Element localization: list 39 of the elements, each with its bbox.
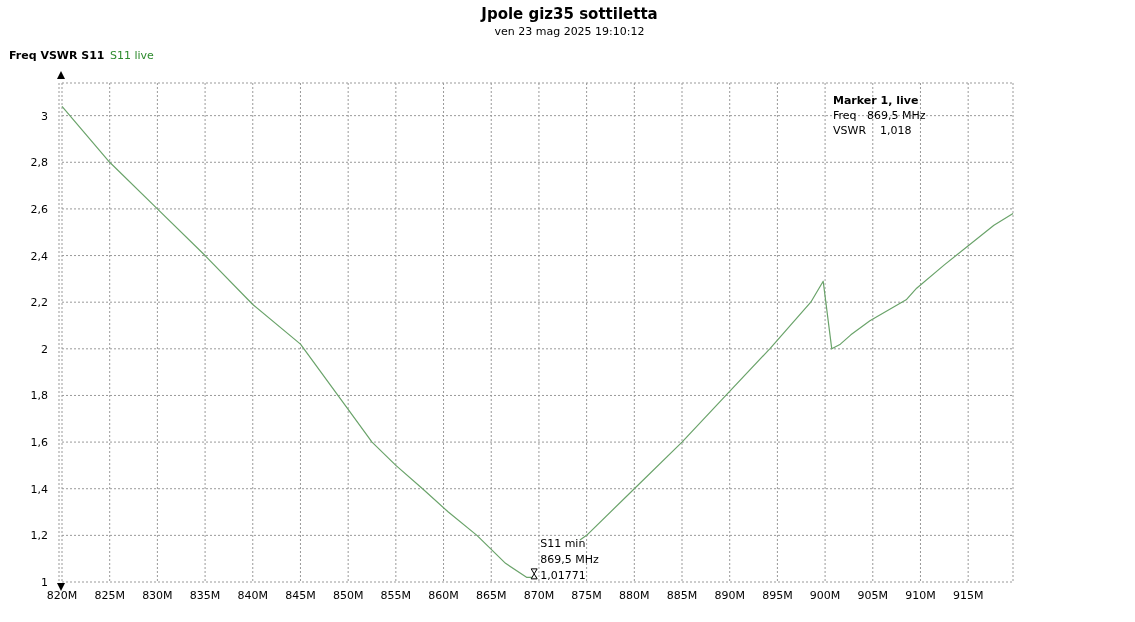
x-tick-label: 855M <box>380 589 412 602</box>
x-tick-label: 830M <box>142 589 173 602</box>
y-tick-label: 1 <box>41 576 48 589</box>
y-tick-label: 1,8 <box>30 389 48 403</box>
annotation: S11 min 869,5 MHz 1,01771 <box>540 536 599 582</box>
x-tick-label: 880M <box>619 589 650 602</box>
x-tick-label: 835M <box>189 589 221 602</box>
y-tick-label: 3 <box>41 109 48 123</box>
x-tick-label: 865M <box>475 589 507 602</box>
annotation: VSWR 1,018 <box>833 124 912 137</box>
annotation: Freq 869,5 MHz <box>833 109 926 122</box>
x-tick-label: 915M <box>952 589 984 602</box>
text: S11 live <box>110 49 155 62</box>
y-tick-label: 2,6 <box>30 202 48 216</box>
y-tick-label: 1,2 <box>30 529 48 543</box>
x-tick-label: 870M <box>523 589 555 602</box>
x-tick-label: 910M <box>905 589 936 602</box>
x-tick-label: 840M <box>237 589 269 602</box>
annotation: Marker 1, live <box>833 94 919 107</box>
x-tick-label: 820M <box>46 589 78 602</box>
chart-subtitle: ven 23 mag 2025 19:10:12 <box>494 25 645 38</box>
x-tick-label: 885M <box>666 589 698 602</box>
x-tick-label: 875M <box>571 589 602 602</box>
x-tick-label: 845M <box>285 589 316 602</box>
y-tick-label: 1,4 <box>30 482 48 496</box>
x-tick-label: 850M <box>332 589 364 602</box>
y-tick-label: 2 <box>41 342 48 356</box>
x-tick-label: 825M <box>94 589 125 602</box>
y-axis-title: Freq VSWR S11 <box>9 49 105 62</box>
chart-title: Jpole giz35 sottiletta <box>480 5 658 23</box>
x-tick-label: 895M <box>762 589 793 602</box>
y-tick-label: 1,6 <box>30 436 48 450</box>
y-tick-label: 2,8 <box>30 156 48 170</box>
x-tick-label: 900M <box>809 589 841 602</box>
y-tick-label: 2,2 <box>30 296 48 310</box>
x-tick-label: 905M <box>857 589 889 602</box>
x-tick-label: 890M <box>714 589 745 602</box>
y-tick-label: 2,4 <box>30 249 48 263</box>
x-tick-label: 860M <box>428 589 459 602</box>
